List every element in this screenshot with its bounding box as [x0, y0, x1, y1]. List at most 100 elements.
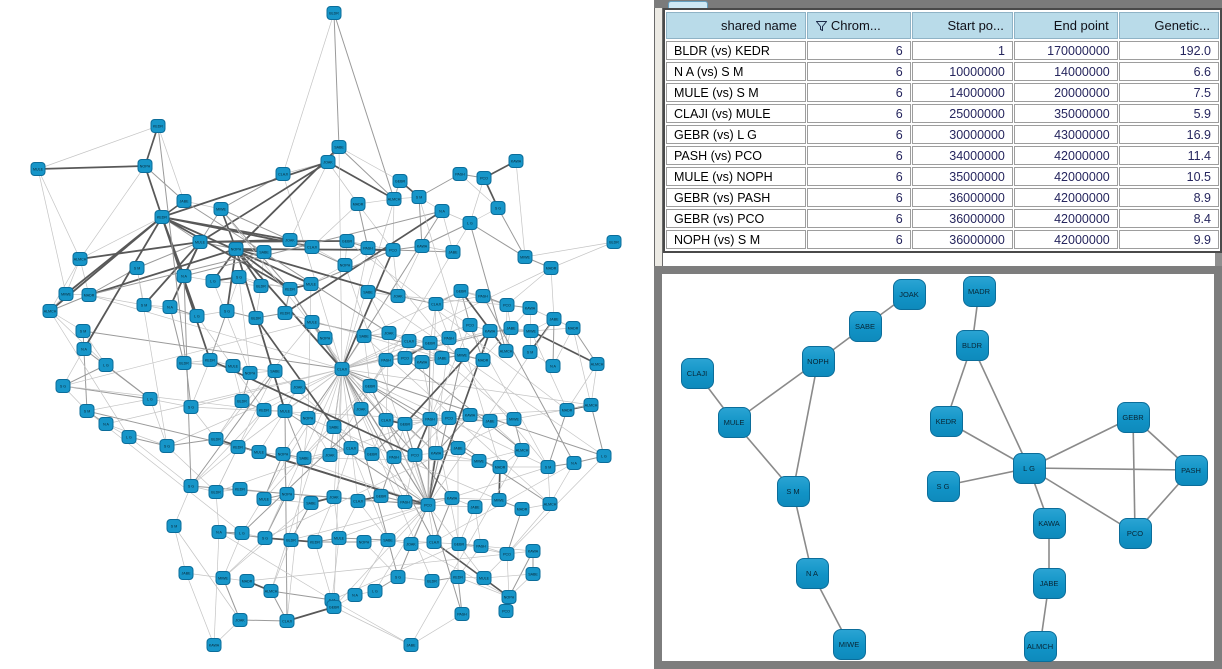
network-node[interactable]: JABE	[467, 500, 483, 514]
network-node[interactable]: KAWA	[414, 355, 430, 369]
subnetwork-node-ALMCH[interactable]: ALMCH	[1023, 630, 1057, 662]
cell-shared-name[interactable]: CLAJI (vs) MULE	[666, 104, 806, 123]
cell-value[interactable]: 20000000	[1013, 83, 1118, 102]
network-node[interactable]: CLAJI	[350, 494, 366, 508]
network-node[interactable]: L G	[462, 216, 478, 230]
table-row[interactable]: CLAJI (vs) MULE 6 25000000 35000000 5.9	[666, 104, 1219, 123]
network-node[interactable]: CLAJI	[401, 334, 417, 348]
filter-funnel-icon[interactable]	[815, 21, 827, 31]
network-node[interactable]: ALMCH	[542, 497, 558, 511]
network-node[interactable]: KAWA	[525, 544, 541, 558]
network-node[interactable]: JABE	[445, 245, 461, 259]
network-node[interactable]: KAWA	[508, 154, 524, 168]
cell-shared-name[interactable]: MULE (vs) S M	[666, 83, 806, 102]
network-node[interactable]: CLAJI	[378, 413, 394, 427]
subnetwork-node-KEDR[interactable]: KEDR	[929, 405, 963, 437]
network-node[interactable]: SABE	[356, 329, 372, 343]
main-network-panel[interactable]: BLDR KEDR MULE NOPH SABE JOAK CLAJI GEBR PASH PCO…	[0, 0, 654, 669]
network-node[interactable]: MADR	[559, 403, 575, 417]
network-node[interactable]: S M	[411, 190, 427, 204]
network-node[interactable]: JOAK	[282, 233, 298, 247]
network-node[interactable]: S G	[159, 439, 175, 453]
network-node[interactable]: PASH	[473, 539, 489, 553]
network-node[interactable]: GEBR	[453, 284, 469, 298]
cell-value[interactable]: 16.9	[1118, 125, 1219, 144]
network-node[interactable]: SABE	[256, 245, 272, 259]
network-node[interactable]: CLAJI	[428, 297, 444, 311]
network-node[interactable]: GEBR	[373, 489, 389, 503]
cell-value[interactable]: 7.5	[1118, 83, 1219, 102]
network-node[interactable]: KEDR	[307, 535, 323, 549]
cell-value[interactable]: 6	[806, 62, 911, 81]
network-node[interactable]: KAWA	[522, 301, 538, 315]
network-node[interactable]: KEDR	[450, 570, 466, 584]
network-node[interactable]: L G	[189, 309, 205, 323]
cell-value[interactable]: 42000000	[1013, 209, 1118, 228]
network-node[interactable]: BLDR	[248, 311, 264, 325]
network-node[interactable]: BLDR	[606, 235, 622, 249]
cell-value[interactable]: 43000000	[1013, 125, 1118, 144]
network-node[interactable]: KEDR	[277, 306, 293, 320]
network-node[interactable]: MIWE	[506, 412, 522, 426]
network-node[interactable]: MULE	[277, 404, 293, 418]
network-node[interactable]: ALMCH	[589, 357, 605, 371]
network-node[interactable]: L G	[142, 392, 158, 406]
subnetwork-edge[interactable]	[1028, 416, 1134, 469]
cell-value[interactable]: 1	[911, 41, 1013, 60]
cell-value[interactable]: 35000000	[1013, 104, 1118, 123]
table-row[interactable]: N A (vs) S M 6 10000000 14000000 6.6	[666, 62, 1219, 81]
network-node[interactable]: JOAK	[390, 289, 406, 303]
network-node[interactable]: MIWE	[523, 324, 539, 338]
subnetwork-edge[interactable]	[792, 360, 819, 492]
network-node[interactable]: MADR	[514, 502, 530, 516]
network-node[interactable]: MADR	[492, 460, 508, 474]
table-row[interactable]: GEBR (vs) PASH 6 36000000 42000000 8.9	[666, 188, 1219, 207]
column-header-2[interactable]: Start po...	[911, 12, 1013, 39]
network-node[interactable]: GEBR	[451, 537, 467, 551]
network-node[interactable]: S M	[79, 404, 95, 418]
network-node[interactable]: SABE	[380, 533, 396, 547]
cell-value[interactable]: 14000000	[911, 83, 1013, 102]
network-node[interactable]: PCO	[441, 411, 457, 425]
network-node[interactable]: MULE	[331, 531, 347, 545]
network-node[interactable]: GEBR	[397, 417, 413, 431]
network-node[interactable]: MULE	[192, 235, 208, 249]
cell-value[interactable]: 6	[806, 125, 911, 144]
column-header-3[interactable]: End point	[1013, 12, 1118, 39]
network-node[interactable]: KEDR	[230, 440, 246, 454]
network-node[interactable]: S G	[55, 379, 71, 393]
network-node[interactable]: SABE	[303, 496, 319, 510]
network-node[interactable]: MIWE	[517, 250, 533, 264]
column-header-4[interactable]: Genetic...	[1118, 12, 1219, 39]
network-node[interactable]: SABE	[331, 140, 347, 154]
cell-value[interactable]: 6	[806, 146, 911, 165]
network-node[interactable]: GEBR	[362, 379, 378, 393]
network-node[interactable]: JOAK	[322, 448, 338, 462]
subnetwork-node-CLAJI[interactable]: CLAJI	[680, 357, 714, 389]
network-node[interactable]: L G	[234, 526, 250, 540]
network-node[interactable]: PCO	[499, 547, 515, 561]
subnetwork-edge[interactable]	[1028, 467, 1136, 534]
subnetwork-node-GEBR[interactable]: GEBR	[1116, 401, 1150, 433]
table-row[interactable]: NOPH (vs) S M 6 36000000 42000000 9.9	[666, 230, 1219, 249]
cell-value[interactable]: 42000000	[1013, 146, 1118, 165]
network-node[interactable]: GEBR	[392, 174, 408, 188]
network-node[interactable]: PCO	[462, 318, 478, 332]
network-node[interactable]: ALMCH	[42, 304, 58, 318]
network-node[interactable]: NOPH	[317, 331, 333, 345]
table-row[interactable]: PASH (vs) PCO 6 34000000 42000000 11.4	[666, 146, 1219, 165]
cell-shared-name[interactable]: MULE (vs) NOPH	[666, 167, 806, 186]
network-node[interactable]: NOPH	[137, 159, 153, 173]
network-node[interactable]: PCO	[498, 604, 514, 618]
network-node[interactable]: MIWE	[454, 348, 470, 362]
network-node[interactable]: BLDR	[326, 6, 342, 20]
cell-value[interactable]: 34000000	[911, 146, 1013, 165]
network-node[interactable]: PASH	[386, 450, 402, 464]
network-node[interactable]: MULE	[476, 571, 492, 585]
subnetwork-node-MADR[interactable]: MADR	[962, 275, 996, 307]
network-node[interactable]: JOAK	[326, 490, 342, 504]
network-node[interactable]: CLAJI	[275, 167, 291, 181]
column-header-1[interactable]: Chrom...	[806, 12, 911, 39]
main-network-canvas[interactable]: BLDR KEDR MULE NOPH SABE JOAK CLAJI GEBR PASH PCO…	[0, 0, 654, 669]
network-node[interactable]: KAWA	[462, 408, 478, 422]
